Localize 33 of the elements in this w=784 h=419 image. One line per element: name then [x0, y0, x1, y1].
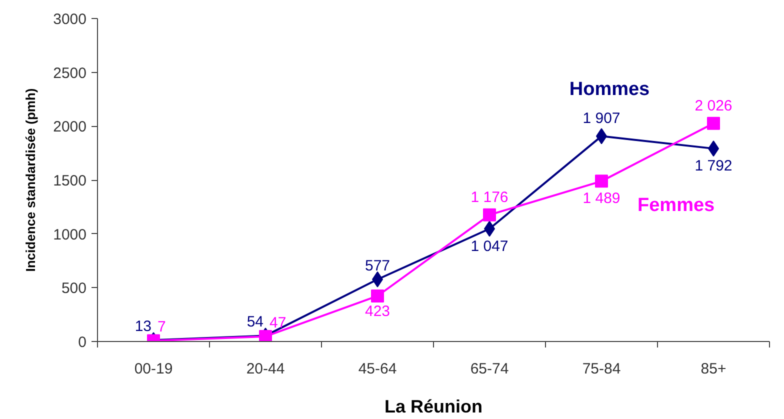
- data-label: 13: [134, 318, 152, 336]
- x-tick-label: 85+: [700, 360, 726, 378]
- point: [707, 116, 720, 130]
- data-label: 1 176: [470, 188, 508, 206]
- data-label: 2 026: [694, 97, 732, 114]
- point: [371, 289, 384, 302]
- x-axis-title: La Réunion: [384, 396, 482, 416]
- y-tick-label: 2000: [53, 118, 87, 136]
- x-tick-label: 00-19: [134, 360, 173, 378]
- data-label: 1 792: [694, 158, 732, 175]
- y-tick-label: 0: [78, 334, 86, 351]
- text: Hommes: [569, 79, 650, 100]
- data-label: 1 907: [582, 110, 620, 128]
- series-label: Femmes: [638, 195, 715, 216]
- data-label: 47: [270, 314, 286, 332]
- x-tick-label: 75-84: [582, 360, 621, 378]
- y-tick-label: 3000: [53, 11, 87, 28]
- x-tick-label: 45-64: [358, 360, 397, 378]
- data-label: 7: [158, 318, 166, 336]
- point: [595, 174, 608, 188]
- data-label: 54: [246, 314, 264, 331]
- y-tick-label: 1500: [53, 172, 87, 190]
- y-axis-title: Incidence standardisée (pmh): [23, 88, 38, 272]
- x-tick-label: 20-44: [246, 360, 285, 378]
- y-tick-label: 1000: [53, 226, 87, 244]
- y-tick-label: 2500: [53, 64, 87, 82]
- data-label: 1 489: [582, 190, 620, 208]
- data-label: 423: [364, 302, 390, 320]
- y-tick-label: 500: [61, 280, 87, 298]
- point: [483, 208, 496, 222]
- data-label: 1 047: [470, 238, 508, 255]
- data-label: 577: [364, 257, 390, 274]
- x-tick-label: 65-74: [470, 360, 509, 378]
